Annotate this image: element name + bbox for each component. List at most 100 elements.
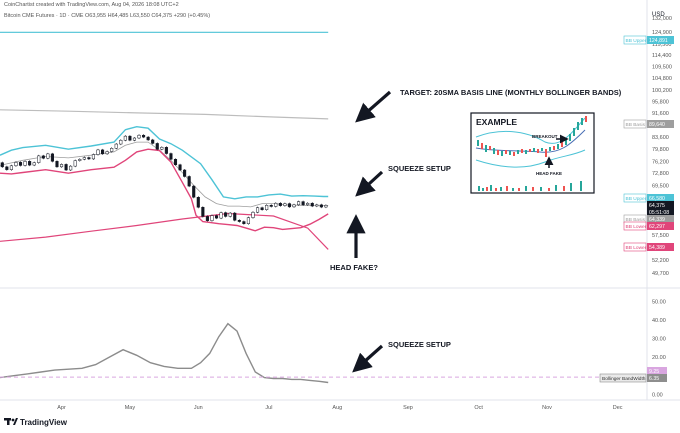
price-tick-label: 76,200 [652, 159, 669, 165]
bandwidth-line [0, 322, 329, 384]
candle-body [260, 207, 264, 210]
bandwidth-tick-label: 0.00 [652, 392, 663, 398]
currency-label: USD [652, 12, 665, 18]
candle-body [41, 155, 45, 159]
candle-body [9, 165, 13, 170]
candle-body [114, 143, 118, 149]
candle-body [324, 205, 328, 208]
candlesticks [0, 134, 328, 225]
candle-body [178, 164, 182, 171]
candle-body [219, 212, 223, 219]
price-tick-label: 79,800 [652, 147, 669, 153]
candle-body [55, 161, 59, 168]
squeeze-annotation-bottom: SQUEEZE SETUP [388, 340, 451, 349]
inset-candle [525, 150, 527, 154]
price-tick-label: 119,500 [652, 42, 671, 48]
bandwidth-series [0, 322, 645, 384]
price-tag-value: 64,375 [649, 203, 665, 209]
inset-candle [585, 116, 587, 122]
candle-body [37, 155, 41, 163]
price-tag-value: 05:51:08 [649, 210, 669, 216]
inset-candle [577, 122, 579, 130]
candle-body [297, 201, 301, 206]
inset-candle [477, 140, 479, 146]
price-tag-label: BB Basis [626, 122, 646, 128]
price-tag-label-box [623, 193, 647, 203]
inset-candle [561, 142, 563, 147]
price-tick-label: 83,600 [652, 135, 669, 141]
header-line-1: CoinChartist created with TradingView.co… [4, 2, 179, 8]
inset-candle [505, 150, 507, 154]
candle-body [251, 211, 255, 218]
price-tag-label: BB Lower [626, 224, 647, 230]
candle-body [123, 135, 127, 141]
bandwidth-tick-label: 40.00 [652, 318, 666, 324]
squeeze-annotation-top: SQUEEZE SETUP [388, 164, 451, 173]
target-annotation: TARGET: 20SMA BASIS LINE (MONTHLY BOLLIN… [400, 88, 622, 97]
time-tick-label: Apr [57, 405, 66, 411]
price-tick-label: 52,200 [652, 258, 669, 264]
candle-body [306, 202, 310, 206]
candle-body [87, 157, 91, 160]
candle-body [242, 221, 246, 224]
candle-body [319, 204, 323, 208]
inset-candle [533, 148, 535, 152]
squeeze-arrow-bottom [352, 344, 384, 373]
bandwidth-tag-value: 9.25 [649, 369, 659, 375]
price-tick-label: 132,000 [652, 16, 672, 22]
series-monthly-bb-lower [0, 212, 329, 250]
candle-body [105, 151, 109, 155]
time-tick-label: Dec [613, 405, 623, 411]
series-bb-upper [0, 125, 329, 200]
candle-body [137, 134, 141, 139]
candle-body [292, 204, 296, 208]
candle-body [169, 153, 173, 160]
price-tag-value-box [647, 201, 674, 209]
head-fake-annotation: HEAD FAKE? [330, 263, 378, 272]
candle-body [14, 162, 18, 167]
candle-body [287, 203, 292, 208]
price-tag-label: BB Upper [626, 196, 647, 202]
inset-candle [481, 143, 483, 149]
inset-candle [517, 150, 519, 154]
inset-candle [489, 146, 491, 150]
candle-body [18, 162, 23, 166]
time-tick-label: Jun [194, 405, 203, 411]
header-line-2: Bitcoin CME Futures · 1D · CME O63,955 H… [4, 13, 211, 19]
candle-body [173, 158, 178, 165]
inset-candle [565, 139, 567, 145]
candle-body [50, 153, 54, 162]
price-tag-value-box [647, 36, 674, 44]
candle-body [265, 204, 269, 210]
candle-body [205, 216, 209, 221]
price-tick-label: 114,400 [652, 53, 671, 59]
price-tag-label-box [623, 35, 647, 45]
price-tick-label: 124,900 [652, 30, 672, 36]
candle-body [237, 220, 241, 222]
candle-body [155, 143, 159, 150]
price-tag-value-box [647, 222, 674, 230]
price-tick-label: 100,200 [652, 88, 672, 94]
inset-candles [477, 116, 587, 157]
price-tag-value: 62,297 [649, 224, 665, 230]
candle-body [132, 137, 137, 141]
candle-body [32, 162, 36, 166]
candle-body [28, 161, 32, 166]
candle-body [69, 165, 73, 171]
price-tick-label: 109,500 [652, 65, 672, 71]
candle-body [73, 160, 77, 167]
inset-candle [581, 118, 583, 125]
candle-body [164, 147, 168, 154]
price-tag-value: 54,389 [649, 245, 665, 251]
inset-candle [513, 152, 515, 156]
candle-body [187, 176, 191, 187]
inset-head-fake-label: HEAD FAKE [536, 171, 562, 176]
inset-candle [537, 149, 539, 153]
candle-body [78, 158, 82, 161]
candle-body [59, 164, 64, 168]
time-tick-label: May [125, 405, 136, 411]
candle-body [96, 149, 100, 155]
candle-body [160, 147, 164, 150]
candle-body [82, 157, 86, 160]
price-tick-label: 91,600 [652, 111, 669, 117]
